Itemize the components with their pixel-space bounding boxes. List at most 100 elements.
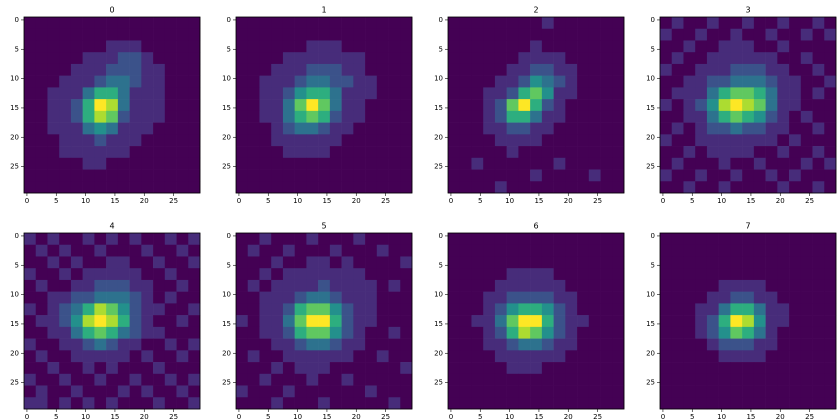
heatmap-cell [541,17,554,30]
y-tick-label: 10 [646,75,655,83]
heatmap-cell [153,256,166,269]
heatmap-cell [82,233,95,246]
heatmap-cell [541,169,554,182]
heatmap-cell [400,326,413,339]
heatmap-cell [565,87,578,100]
heatmap-cell [812,326,825,339]
heatmap-cell [494,99,507,112]
heatmap-cell [777,362,790,375]
heatmap-cell [353,99,366,112]
heatmap-cell [282,362,295,375]
heatmap-cell [730,233,743,246]
heatmap-cell [800,350,813,363]
heatmap-cell [318,244,331,257]
heatmap-cell [341,350,354,363]
heatmap-cell [82,181,95,194]
heatmap-cell [612,350,625,363]
y-tick-label: 5 [439,261,443,269]
heatmap-cell [282,134,295,147]
heatmap-cell [683,268,696,281]
heatmap-cell [588,146,601,159]
heatmap-cell [259,40,272,53]
heatmap-cell [553,373,566,386]
heatmap-cell [282,244,295,257]
heatmap-cell [271,244,284,257]
heatmap-cell [271,110,284,123]
heatmap-cell [730,303,743,316]
x-tick-label: 0 [237,413,241,420]
heatmap-cell [70,326,83,339]
heatmap-cell [141,279,154,292]
x-tick-label: 25 [593,197,602,205]
heatmap-cell [800,157,813,170]
heatmap-cell [812,28,825,41]
heatmap-cell [588,268,601,281]
heatmap-cell [70,75,83,88]
heatmap-cell [494,350,507,363]
heatmap-cell [824,146,837,159]
heatmap-cell [789,362,802,375]
heatmap-cell [117,75,130,88]
heatmap-cell [483,17,496,30]
heatmap-cell [730,256,743,269]
heatmap-cell [388,146,401,159]
heatmap-cell [448,63,461,76]
heatmap-cell [70,362,83,375]
heatmap-cell [70,17,83,30]
heatmap-cell [247,326,260,339]
heatmap-cell [671,146,684,159]
heatmap-cell [106,268,119,281]
heatmap-cell [35,75,48,88]
heatmap-cell [518,181,531,194]
heatmap-cell [164,256,177,269]
heatmap-cell [47,40,60,53]
heatmap-cell [306,75,319,88]
heatmap-cell [506,110,519,123]
heatmap-cell [671,256,684,269]
heatmap-cell [106,52,119,65]
heatmap-cell [683,338,696,351]
heatmap-cell [153,52,166,65]
heatmap-cell [129,110,142,123]
heatmap-cell [448,397,461,410]
heatmap-cell [494,326,507,339]
heatmap-cell [176,326,189,339]
heatmap-cell [577,256,590,269]
heatmap-cell [530,17,543,30]
heatmap-cell [236,40,249,53]
heatmap-cell [59,291,72,304]
heatmap-cell [800,315,813,328]
heatmap-cell [553,338,566,351]
heatmap-cell [824,315,837,328]
heatmap-cell [695,99,708,112]
heatmap-cell [141,134,154,147]
y-tick-label: 5 [651,45,655,53]
heatmap-cell [494,268,507,281]
heatmap-cell [471,134,484,147]
heatmap-cell [565,256,578,269]
heatmap-cell [553,397,566,410]
heatmap-cell [117,362,130,375]
heatmap-cell [588,315,601,328]
heatmap-cell [365,87,378,100]
heatmap-cell [541,181,554,194]
heatmap-cell [600,28,613,41]
heatmap-cell [153,157,166,170]
heatmap-cell [506,385,519,398]
heatmap-cell [789,110,802,123]
heatmap-cell [789,181,802,194]
heatmap-cell [306,181,319,194]
heatmap-cell [553,244,566,257]
heatmap-cell [612,362,625,375]
heatmap-cell [600,17,613,30]
heatmap-cell [400,256,413,269]
heatmap-cell [695,268,708,281]
heatmap-cell [141,146,154,159]
heatmap-cell [236,28,249,41]
heatmap-cell [247,52,260,65]
heatmap-cell [353,75,366,88]
heatmap-cell [683,303,696,316]
heatmap-cell [70,87,83,100]
heatmap-cell [247,350,260,363]
heatmap-cell [117,87,130,100]
